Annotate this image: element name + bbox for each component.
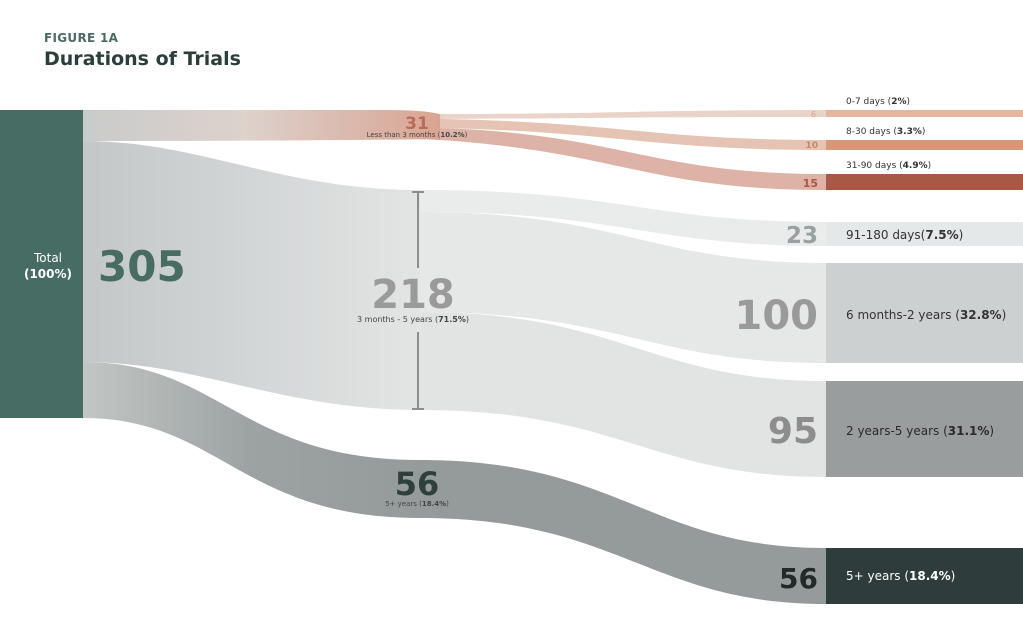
outcome-2y-5y-value: 95 — [768, 411, 818, 452]
outcome-6m-2y-text: 6 months-2 years — [846, 308, 951, 322]
total-label-line1: Total — [33, 251, 62, 265]
cat-long-pct: 18.4% — [422, 500, 446, 508]
node-outcome-5y-plus — [826, 548, 1023, 604]
cat-short-caption: Less than 3 months (10.2%) — [367, 131, 468, 139]
node-outcome-6m-2y — [826, 263, 1023, 363]
node-outcome-2y-5y — [826, 381, 1023, 477]
outcome-8-30-text: 8-30 days — [846, 127, 891, 137]
outcome-91-180-text: 91-180 days — [846, 228, 921, 242]
outcome-31-90-pct: 4.9% — [903, 161, 928, 171]
outcome-5y-label: 5+ years (18.4%) — [846, 569, 955, 583]
cat-mid-caption: 3 months - 5 years (71.5%) — [357, 315, 469, 324]
outcome-2y-5y-pct: 31.1% — [948, 424, 990, 438]
outcome-0-7-pct: 2% — [891, 97, 906, 107]
node-total — [0, 110, 83, 418]
flow-total-mid — [83, 141, 420, 410]
cat-long-value: 56 — [395, 465, 440, 503]
flow-mid-o4 — [420, 190, 826, 246]
outcome-6m-2y-pct: 32.8% — [960, 308, 1002, 322]
flow-short-o2 — [440, 119, 826, 150]
outcome-2y-5y-text: 2 years-5 years — [846, 424, 939, 438]
flow-short-o3 — [440, 128, 826, 190]
outcome-0-7-text: 0-7 days — [846, 97, 885, 107]
flow-total-long — [83, 362, 420, 518]
flow-total-short — [83, 110, 440, 141]
flow-short-o1 — [440, 110, 826, 119]
node-outcome-31-90-days — [826, 174, 1023, 190]
outcome-31-90-label: 31-90 days (4.9%) — [846, 161, 931, 171]
total-value: 305 — [98, 242, 186, 291]
outcome-91-180-label: 91-180 days(7.5%) — [846, 228, 963, 242]
flow-long-o7 — [420, 460, 826, 604]
flow-mid-o5 — [420, 212, 826, 363]
outcome-8-30-value: 10 — [805, 141, 818, 151]
node-outcome-8-30-days — [826, 140, 1023, 150]
outcome-0-7-value: 6 — [811, 110, 816, 119]
outcome-5y-value: 56 — [779, 562, 818, 595]
cat-short-label: Less than 3 months — [367, 131, 436, 139]
outcome-91-180-pct: 7.5% — [925, 228, 958, 242]
cat-long-caption: 5+ years (18.4%) — [385, 500, 449, 508]
outcome-2y-5y-label: 2 years-5 years (31.1%) — [846, 424, 994, 438]
total-label-line2: (100%) — [24, 267, 72, 281]
cat-mid-label: 3 months - 5 years — [357, 315, 432, 324]
figure-label: FIGURE 1A — [44, 31, 119, 45]
outcome-8-30-label: 8-30 days (3.3%) — [846, 127, 925, 137]
outcome-0-7-label: 0-7 days (2%) — [846, 97, 910, 107]
cat-mid-pct: 71.5% — [438, 315, 466, 324]
outcome-5y-pct: 18.4% — [909, 569, 951, 583]
outcome-5y-text: 5+ years — [846, 569, 901, 583]
node-outcome-0-7-days — [826, 110, 1023, 117]
cat-short-pct: 10.2% — [440, 131, 464, 139]
outcome-6m-2y-label: 6 months-2 years (32.8%) — [846, 308, 1006, 322]
outcome-31-90-text: 31-90 days — [846, 161, 897, 171]
flow-mid-o6 — [420, 312, 826, 477]
node-outcome-91-180-days — [826, 222, 1023, 246]
outcome-31-90-value: 15 — [803, 177, 818, 190]
cat-mid-value: 218 — [371, 272, 455, 318]
outcome-8-30-pct: 3.3% — [897, 127, 922, 137]
figure-title: Durations of Trials — [44, 48, 241, 70]
cat-short-value: 31 — [405, 114, 429, 134]
cat-long-label: 5+ years — [385, 500, 417, 508]
outcome-6m-2y-value: 100 — [735, 293, 819, 339]
outcome-91-180-value: 23 — [786, 223, 818, 249]
